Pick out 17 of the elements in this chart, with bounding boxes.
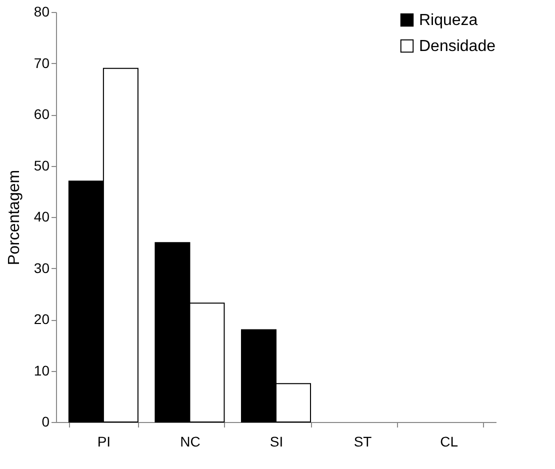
y-axis-title: Porcentagem [6, 170, 23, 266]
y-tick-label: 40 [34, 208, 50, 224]
x-tick-label: PI [97, 434, 111, 450]
y-tick-label: 70 [34, 54, 50, 71]
y-tick-label: 0 [42, 414, 50, 430]
legend-label: Riqueza [419, 12, 478, 29]
x-tick-label: NC [180, 434, 200, 450]
x-tick-label: ST [354, 434, 372, 450]
y-tick-label: 50 [34, 157, 50, 174]
y-tick-label: 10 [34, 362, 50, 378]
legend-label: Densidade [419, 38, 496, 55]
y-tick-label: 20 [34, 311, 50, 327]
y-tick-label: 60 [34, 106, 50, 122]
y-tick-label: 80 [34, 4, 50, 20]
x-tick-label: CL [440, 434, 458, 450]
y-tick-label: 30 [34, 260, 50, 276]
x-tick-label: SI [270, 434, 284, 450]
